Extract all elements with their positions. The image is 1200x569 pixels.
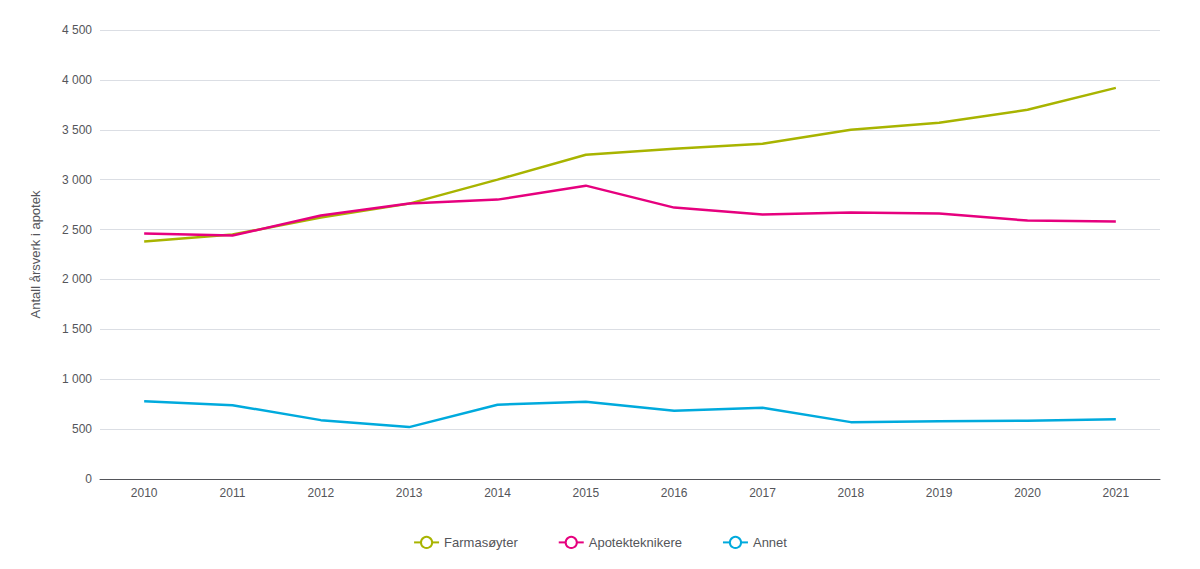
svg-text:Annet: Annet (753, 535, 787, 550)
svg-text:3 500: 3 500 (62, 123, 92, 137)
svg-text:Farmasøyter: Farmasøyter (444, 535, 518, 550)
svg-text:2012: 2012 (307, 486, 334, 500)
svg-text:4 500: 4 500 (62, 23, 92, 37)
svg-text:2015: 2015 (572, 486, 599, 500)
svg-text:2010: 2010 (131, 486, 158, 500)
svg-text:2021: 2021 (1102, 486, 1129, 500)
svg-text:3 000: 3 000 (62, 173, 92, 187)
svg-text:500: 500 (72, 422, 92, 436)
svg-text:Antall årsverk i apotek: Antall årsverk i apotek (28, 190, 43, 318)
svg-text:2011: 2011 (220, 486, 246, 500)
svg-text:0: 0 (85, 472, 92, 486)
svg-text:2016: 2016 (661, 486, 688, 500)
svg-text:2013: 2013 (396, 486, 423, 500)
svg-text:2014: 2014 (484, 486, 511, 500)
svg-text:2019: 2019 (926, 486, 953, 500)
svg-text:2 000: 2 000 (62, 272, 92, 286)
svg-text:2018: 2018 (837, 486, 864, 500)
svg-text:4 000: 4 000 (62, 73, 92, 87)
svg-text:1 000: 1 000 (62, 372, 92, 386)
svg-text:Apotekteknikere: Apotekteknikere (589, 535, 682, 550)
svg-text:2017: 2017 (749, 486, 776, 500)
svg-text:2020: 2020 (1014, 486, 1041, 500)
svg-text:2 500: 2 500 (62, 223, 92, 237)
svg-text:1 500: 1 500 (62, 322, 92, 336)
